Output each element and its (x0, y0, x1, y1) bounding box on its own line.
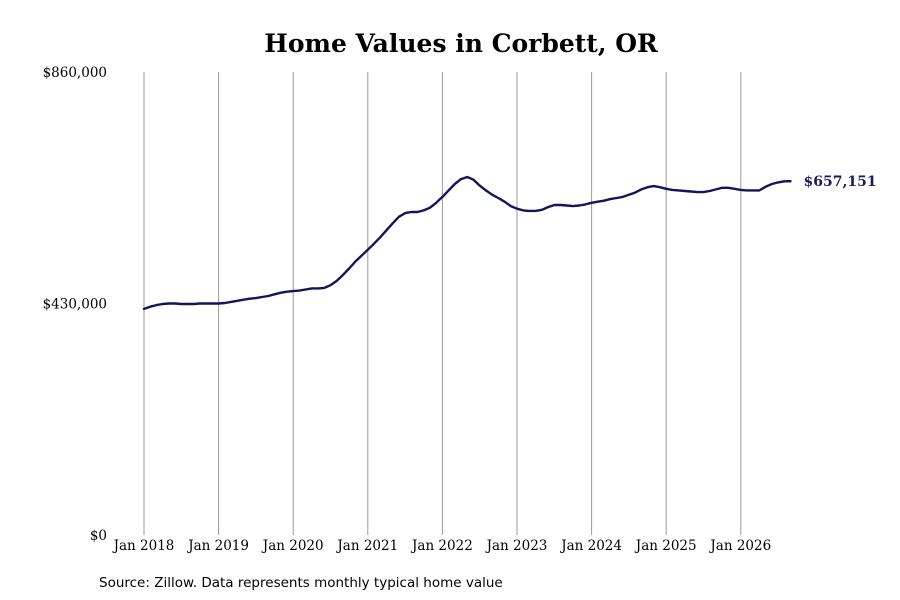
x-tick-label-0: Jan 2018 (112, 538, 175, 554)
y-axis-labels: $0 $430,000 $860,000 (43, 65, 107, 544)
end-value-label: $657,151 (804, 174, 877, 190)
x-tick-label-2: Jan 2020 (261, 538, 324, 554)
y-tick-label-2: $860,000 (43, 65, 107, 81)
y-tick-label-1: $430,000 (43, 297, 107, 313)
x-tick-label-4: Jan 2022 (410, 538, 473, 554)
x-tick-label-7: Jan 2025 (634, 538, 697, 554)
y-tick-label-0: $0 (90, 528, 107, 544)
x-tick-label-1: Jan 2019 (186, 538, 249, 554)
x-tick-label-8: Jan 2026 (708, 538, 771, 554)
source-note: Source: Zillow. Data represents monthly … (99, 575, 503, 591)
series-line-0 (142, 175, 792, 311)
x-grid-lines (143, 72, 742, 535)
series-layer: $657,151 (142, 174, 877, 311)
chart-title: Home Values in Corbett, OR (264, 29, 658, 58)
x-tick-label-3: Jan 2021 (335, 538, 398, 554)
x-tick-label-5: Jan 2023 (485, 538, 548, 554)
x-axis-labels: Jan 2018 Jan 2019 Jan 2020 Jan 2021 Jan 2022… (112, 538, 772, 554)
x-tick-label-6: Jan 2024 (559, 538, 622, 554)
